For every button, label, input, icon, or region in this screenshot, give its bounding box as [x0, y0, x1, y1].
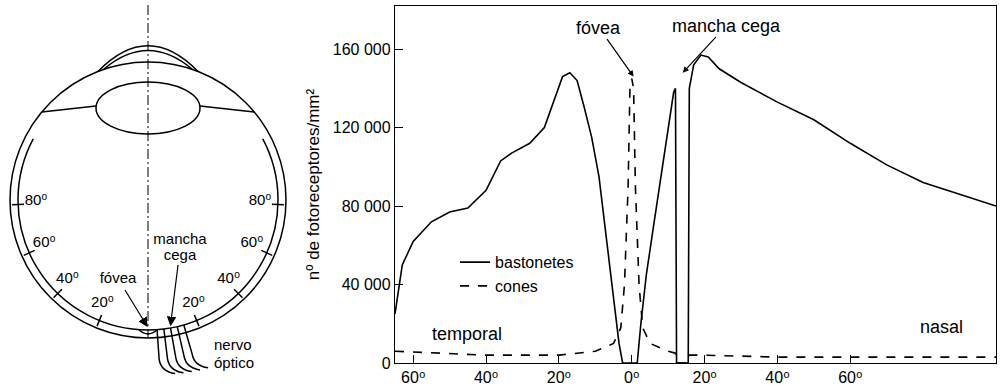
svg-text:20⁰: 20⁰ [182, 293, 205, 310]
svg-text:40⁰: 40⁰ [474, 369, 498, 386]
svg-text:cega: cega [164, 246, 197, 263]
svg-text:0: 0 [382, 355, 391, 372]
svg-text:nº de fotoreceptores/mm²: nº de fotoreceptores/mm² [304, 88, 323, 280]
svg-text:0⁰: 0⁰ [624, 369, 639, 386]
svg-text:mancha: mancha [153, 230, 207, 247]
svg-text:óptico: óptico [214, 354, 254, 371]
svg-text:40⁰: 40⁰ [217, 269, 240, 286]
svg-text:60⁰: 60⁰ [33, 233, 56, 250]
svg-text:mancha cega: mancha cega [672, 16, 781, 36]
svg-text:80⁰: 80⁰ [25, 191, 48, 208]
svg-text:fóvea: fóvea [100, 269, 137, 286]
svg-text:nasal: nasal [920, 317, 963, 337]
svg-text:fóvea: fóvea [576, 18, 621, 38]
svg-text:80⁰: 80⁰ [249, 191, 272, 208]
svg-text:160 000: 160 000 [333, 41, 391, 58]
svg-text:20⁰: 20⁰ [547, 369, 571, 386]
svg-text:20⁰: 20⁰ [91, 293, 114, 310]
svg-text:60⁰: 60⁰ [240, 233, 263, 250]
svg-text:60⁰: 60⁰ [838, 369, 862, 386]
svg-text:bastonetes: bastonetes [495, 254, 573, 271]
svg-text:40⁰: 40⁰ [56, 269, 79, 286]
svg-text:80 000: 80 000 [342, 198, 391, 215]
svg-text:20⁰: 20⁰ [693, 369, 717, 386]
svg-text:120 000: 120 000 [333, 119, 391, 136]
svg-text:nervo: nervo [214, 336, 252, 353]
svg-text:temporal: temporal [432, 324, 502, 344]
svg-text:40⁰: 40⁰ [765, 369, 789, 386]
svg-text:40 000: 40 000 [342, 276, 391, 293]
svg-text:60⁰: 60⁰ [401, 369, 425, 386]
svg-text:cones: cones [495, 278, 538, 295]
